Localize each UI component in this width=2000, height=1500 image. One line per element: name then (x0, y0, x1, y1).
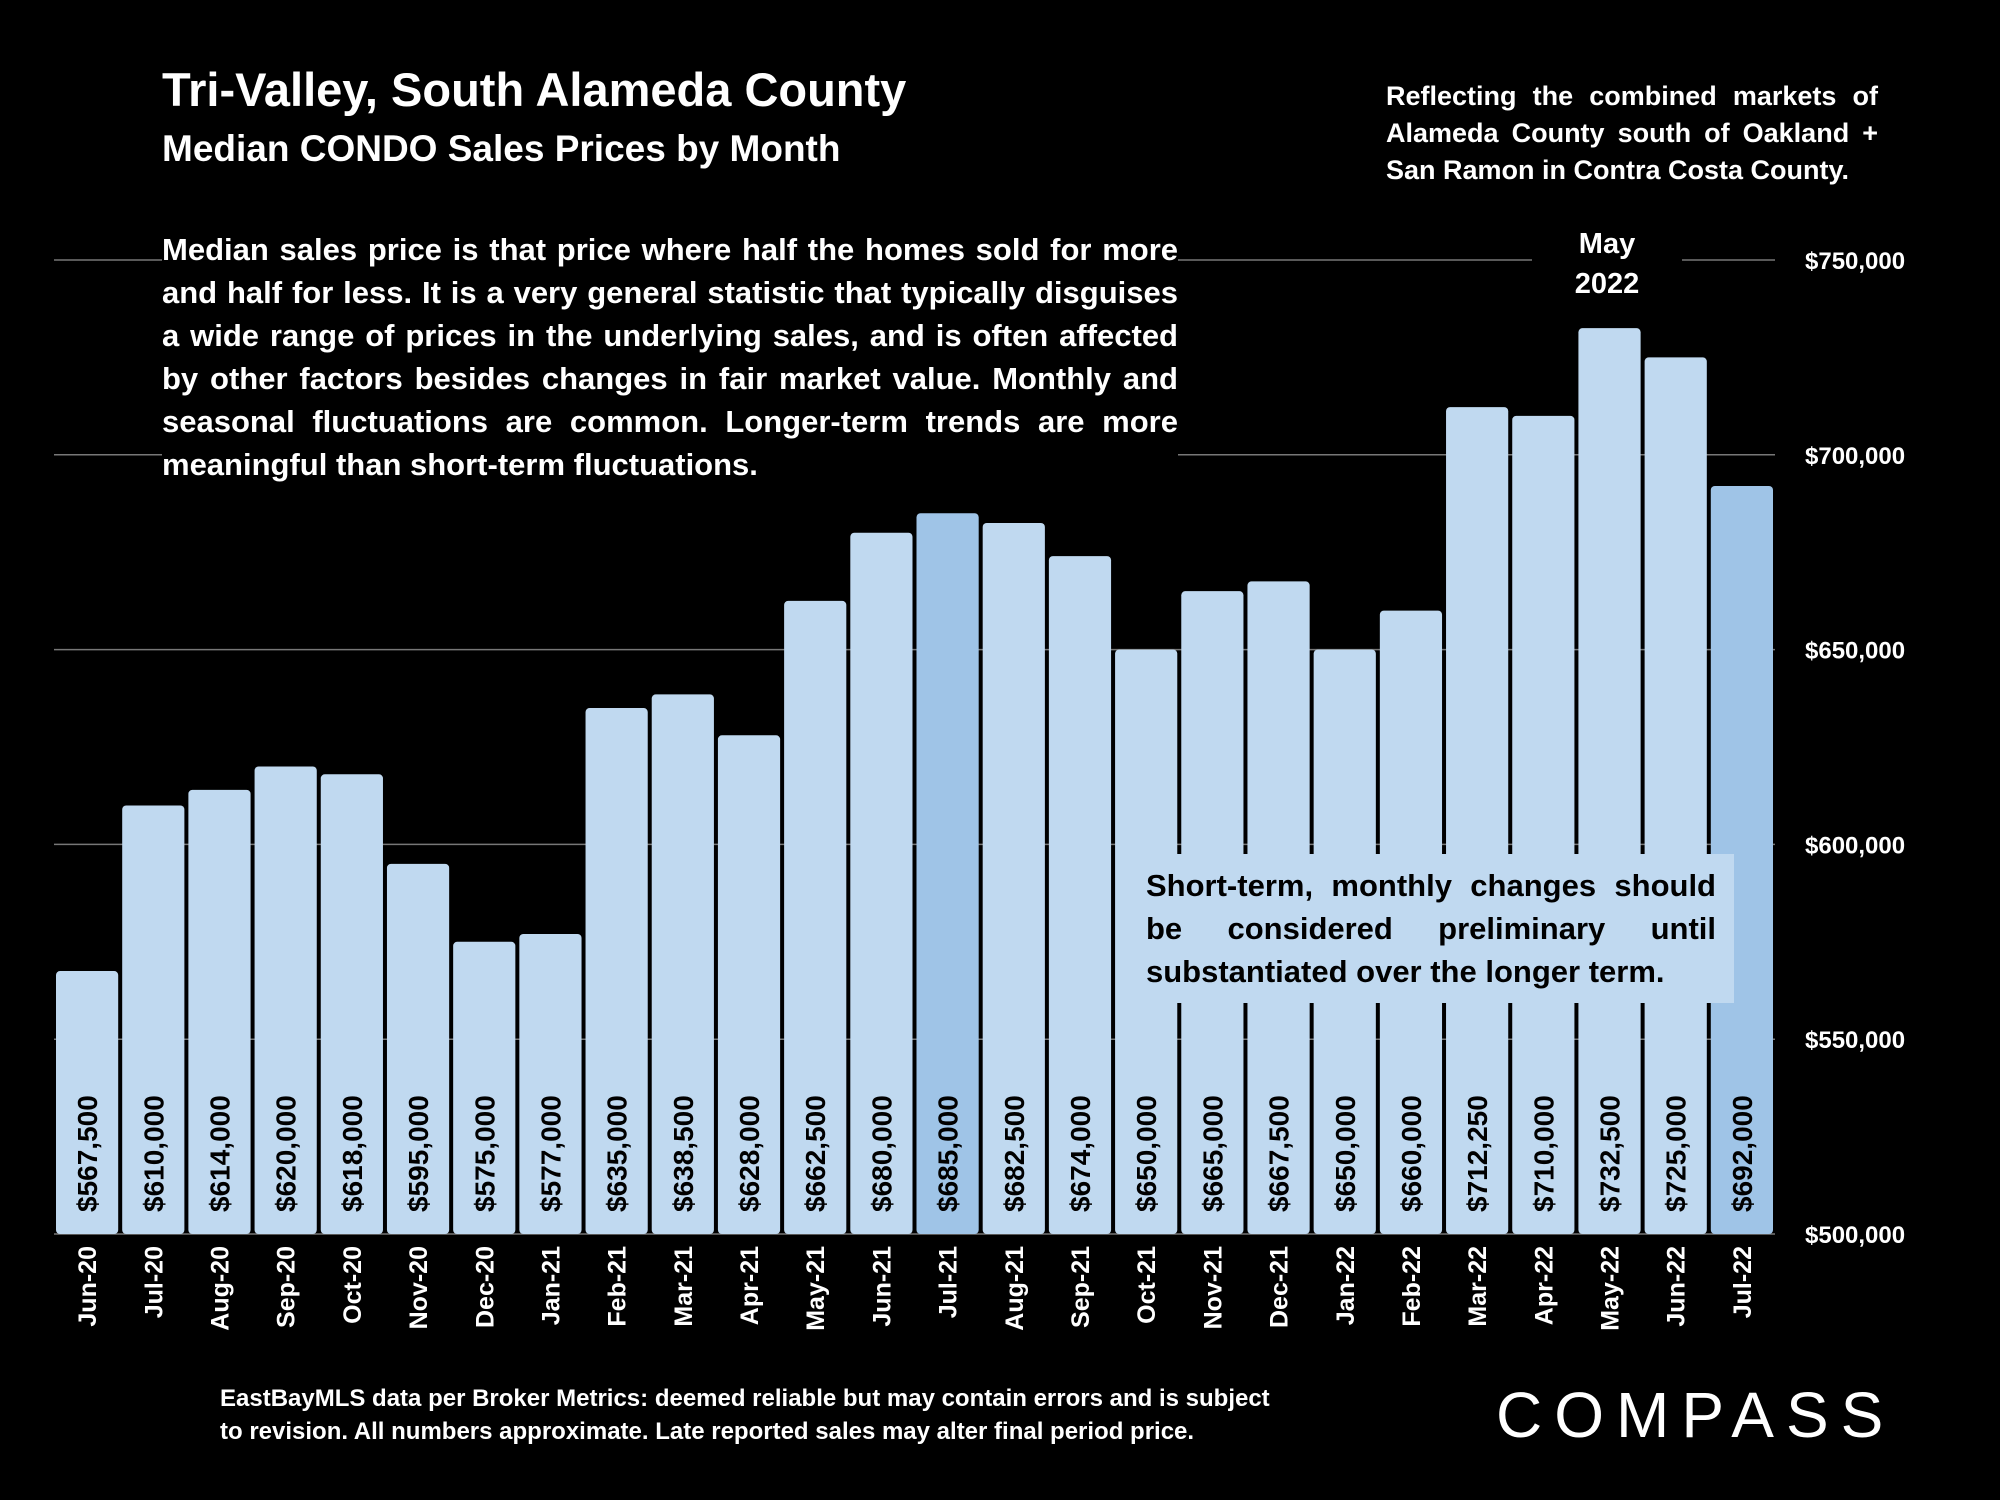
bar-value-label: $650,000 (1330, 1095, 1361, 1212)
compass-logo: COMPASS (1496, 1379, 1896, 1451)
bar-value-label: $665,000 (1197, 1095, 1228, 1212)
x-tick-label: May-21 (802, 1246, 830, 1331)
y-axis-labels: $500,000 $550,000 $600,000 $650,000 $700,000… (1805, 248, 1905, 1249)
bar (717, 735, 781, 1234)
bar (850, 532, 913, 1234)
may-2022-label: May 2022 (1532, 224, 1682, 304)
bar (519, 934, 582, 1234)
bar (784, 600, 847, 1234)
bar-value-label: $577,000 (535, 1095, 566, 1212)
x-tick-label: Aug-21 (1001, 1246, 1029, 1331)
bar-value-label: $674,000 (1065, 1095, 1096, 1212)
bar-value-label: $575,000 (469, 1095, 500, 1212)
bar (916, 513, 979, 1234)
x-tick-label: Sep-21 (1067, 1246, 1095, 1328)
market-note: Reflecting the combined markets of Alame… (1386, 81, 1878, 185)
bar (188, 789, 251, 1234)
y-tick-label: $500,000 (1805, 1222, 1905, 1249)
may-label-year: 2022 (1574, 268, 1640, 300)
bar (1048, 556, 1112, 1234)
x-tick-label: Jun-21 (868, 1246, 896, 1327)
x-tick-label: Feb-21 (604, 1246, 632, 1327)
x-tick-label: Apr-22 (1530, 1246, 1558, 1325)
x-tick-label: Dec-21 (1266, 1246, 1294, 1328)
bar-value-label: $680,000 (866, 1095, 897, 1212)
x-tick-label: Aug-20 (206, 1246, 234, 1331)
bar-value-label: $638,500 (668, 1095, 699, 1212)
x-tick-label: Oct-20 (339, 1246, 367, 1324)
footer-note: EastBayMLS data per Broker Metrics: deem… (220, 1382, 1330, 1448)
x-tick-label: Jul-22 (1729, 1246, 1757, 1318)
x-tick-label: Jul-20 (140, 1246, 168, 1318)
bar-value-label: $692,000 (1727, 1095, 1758, 1212)
x-axis-labels: Jun-20 Jul-20 Aug-20 Sep-20 Oct-20 Nov-20 Dec-… (74, 1246, 1757, 1331)
bar-value-label: $667,500 (1264, 1095, 1295, 1212)
bar-value-label: $725,000 (1661, 1095, 1692, 1212)
x-tick-label: May-22 (1597, 1246, 1625, 1331)
x-tick-label: Jan-22 (1332, 1246, 1360, 1325)
x-tick-label: Oct-21 (1133, 1246, 1161, 1324)
footer-line-1: EastBayMLS data per Broker Metrics: deem… (220, 1385, 1270, 1412)
bar (585, 708, 648, 1234)
bar (982, 522, 1045, 1234)
bar (254, 766, 317, 1234)
y-tick-label: $600,000 (1805, 832, 1905, 859)
callout-box: Short-term, monthly changes should be co… (1128, 854, 1734, 1003)
bar-value-label: $660,000 (1396, 1095, 1427, 1212)
bar (1512, 415, 1575, 1235)
x-tick-label: Nov-20 (405, 1246, 433, 1329)
bar-value-label: $618,000 (337, 1095, 368, 1212)
x-tick-label: Dec-20 (471, 1246, 499, 1328)
footer-line-2: to revision. All numbers approximate. La… (220, 1418, 1195, 1445)
bar (1578, 328, 1641, 1234)
y-tick-label: $700,000 (1805, 443, 1905, 470)
bar (1710, 485, 1773, 1234)
x-tick-label: Jul-21 (935, 1246, 963, 1318)
y-tick-label: $750,000 (1805, 248, 1905, 275)
chart-title: Tri-Valley, South Alameda County (162, 63, 907, 116)
may-label-month: May (1578, 228, 1636, 260)
description-text: Median sales price is that price where h… (162, 228, 1178, 490)
bar (386, 863, 450, 1234)
bar-value-label: $635,000 (602, 1095, 633, 1212)
bar (56, 971, 119, 1234)
bar-value-label: $614,000 (204, 1095, 235, 1212)
bar-value-label: $662,500 (800, 1095, 831, 1212)
y-tick-label: $550,000 (1805, 1027, 1905, 1054)
x-tick-label: Sep-20 (273, 1246, 301, 1328)
bar (320, 774, 383, 1234)
bar (453, 941, 516, 1234)
bar-value-label: $685,000 (933, 1095, 964, 1212)
bar-value-label: $595,000 (403, 1095, 434, 1212)
bar (651, 694, 714, 1234)
x-tick-label: Jan-21 (537, 1246, 565, 1325)
bar-value-label: $710,000 (1528, 1095, 1559, 1212)
bar (122, 805, 185, 1234)
bar-value-label: $567,500 (72, 1095, 103, 1212)
x-tick-label: Mar-22 (1464, 1246, 1492, 1327)
x-tick-label: Nov-21 (1199, 1246, 1227, 1329)
bar-value-label: $628,000 (734, 1095, 765, 1212)
bar-value-label: $620,000 (271, 1095, 302, 1212)
x-tick-label: Apr-21 (736, 1246, 764, 1325)
chart-subtitle: Median CONDO Sales Prices by Month (162, 128, 841, 169)
y-tick-label: $650,000 (1805, 638, 1905, 665)
bar-value-label: $712,250 (1462, 1095, 1493, 1212)
x-tick-label: Mar-21 (670, 1246, 698, 1327)
bar-value-labels: $567,500 $610,000 $614,000 $620,000 $618,000… (72, 1095, 1758, 1212)
bar-value-label: $732,500 (1595, 1095, 1626, 1212)
x-tick-label: Feb-22 (1398, 1246, 1426, 1327)
bar (1644, 357, 1707, 1234)
x-tick-label: Jun-22 (1663, 1246, 1691, 1327)
bar-value-label: $682,500 (999, 1095, 1030, 1212)
bar-value-label: $650,000 (1131, 1095, 1162, 1212)
bar-value-label: $610,000 (138, 1095, 169, 1212)
bar (1446, 407, 1509, 1235)
x-tick-label: Jun-20 (74, 1246, 102, 1327)
